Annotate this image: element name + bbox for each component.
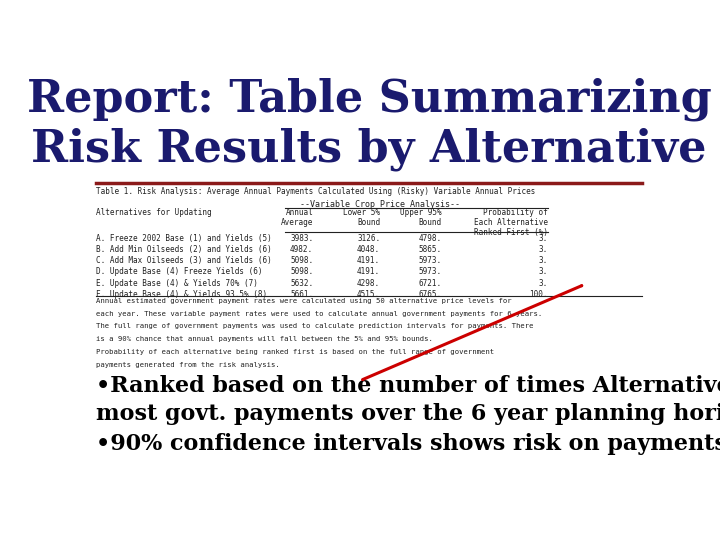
Text: 3.: 3. — [539, 279, 547, 287]
Text: 4048.: 4048. — [357, 245, 380, 254]
Text: Lower 5%
Bound: Lower 5% Bound — [343, 208, 380, 227]
Text: The full range of government payments was used to calculate prediction intervals: The full range of government payments wa… — [96, 323, 533, 329]
Text: is a 90% chance that annual payments will fall between the 5% and 95% bounds.: is a 90% chance that annual payments wil… — [96, 336, 433, 342]
Text: 5865.: 5865. — [418, 245, 441, 254]
Text: 5661.: 5661. — [290, 290, 313, 299]
Text: --Variable Crop Price Analysis--: --Variable Crop Price Analysis-- — [300, 200, 460, 209]
Text: 6721.: 6721. — [418, 279, 441, 287]
Text: Upper 95%
Bound: Upper 95% Bound — [400, 208, 441, 227]
Text: •Ranked based on the number of times Alternative earned
most govt. payments over: •Ranked based on the number of times Alt… — [96, 375, 720, 424]
Text: 5973.: 5973. — [418, 267, 441, 276]
Text: 3.: 3. — [539, 245, 547, 254]
Text: Report: Table Summarizing
Risk Results by Alternative: Report: Table Summarizing Risk Results b… — [27, 77, 711, 171]
Text: 5632.: 5632. — [290, 279, 313, 287]
Text: Probability of
Each Alternative
Ranked First (%): Probability of Each Alternative Ranked F… — [474, 208, 547, 238]
Text: D. Update Base (4) Freeze Yields (6): D. Update Base (4) Freeze Yields (6) — [96, 267, 262, 276]
Text: each year. These variable payment rates were used to calculate annual government: each year. These variable payment rates … — [96, 310, 542, 316]
Text: 4515.: 4515. — [357, 290, 380, 299]
Text: Probability of each alternative being ranked first is based on the full range of: Probability of each alternative being ra… — [96, 349, 494, 355]
Text: Alternatives for Updating: Alternatives for Updating — [96, 208, 211, 217]
Text: 3.: 3. — [539, 234, 547, 242]
Text: 3983.: 3983. — [290, 234, 313, 242]
Text: 3.: 3. — [539, 267, 547, 276]
Text: 5098.: 5098. — [290, 267, 313, 276]
FancyArrowPatch shape — [363, 286, 582, 380]
Text: 100.: 100. — [529, 290, 547, 299]
Text: payments generated from the risk analysis.: payments generated from the risk analysi… — [96, 362, 279, 368]
Text: F. Update Base (4) & Yields 93.5% (8): F. Update Base (4) & Yields 93.5% (8) — [96, 290, 266, 299]
Text: C. Add Max Oilseeds (3) and Yields (6): C. Add Max Oilseeds (3) and Yields (6) — [96, 256, 271, 265]
Text: Table 1. Risk Analysis: Average Annual Payments Calculated Using (Risky) Variabl: Table 1. Risk Analysis: Average Annual P… — [96, 187, 535, 197]
Text: 6765.: 6765. — [418, 290, 441, 299]
Text: A. Freeze 2002 Base (1) and Yields (5): A. Freeze 2002 Base (1) and Yields (5) — [96, 234, 271, 242]
Text: 4298.: 4298. — [357, 279, 380, 287]
Text: 4798.: 4798. — [418, 234, 441, 242]
Text: 4982.: 4982. — [290, 245, 313, 254]
Text: Annual
Average: Annual Average — [281, 208, 313, 227]
Text: 3126.: 3126. — [357, 234, 380, 242]
Text: E. Update Base (4) & Yields 70% (7): E. Update Base (4) & Yields 70% (7) — [96, 279, 258, 287]
Text: 4191.: 4191. — [357, 256, 380, 265]
Text: •90% confidence intervals shows risk on payments: •90% confidence intervals shows risk on … — [96, 433, 720, 455]
Text: Annual estimated government payment rates were calculated using 50 alternative p: Annual estimated government payment rate… — [96, 298, 511, 303]
Text: 4191.: 4191. — [357, 267, 380, 276]
Text: 3.: 3. — [539, 256, 547, 265]
Text: B. Add Min Oilseeds (2) and Yields (6): B. Add Min Oilseeds (2) and Yields (6) — [96, 245, 271, 254]
Text: 5098.: 5098. — [290, 256, 313, 265]
Text: 5973.: 5973. — [418, 256, 441, 265]
